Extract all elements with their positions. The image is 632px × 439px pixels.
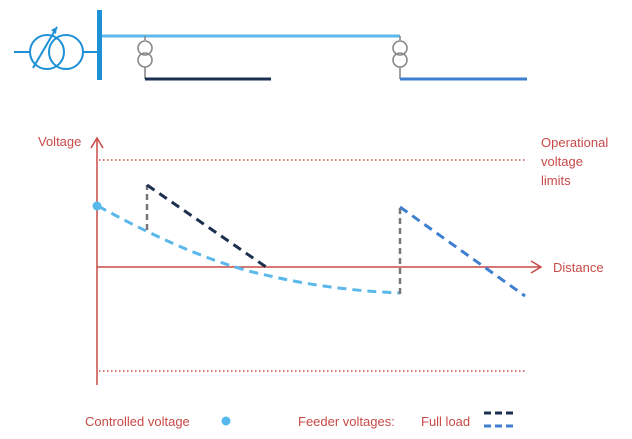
tap-changer-transformer-icon bbox=[14, 26, 99, 70]
legend: Controlled voltage Feeder voltages: Full… bbox=[85, 411, 517, 429]
feeder-1-voltage-profile bbox=[146, 183, 270, 271]
operational-limits-label-line-1: Operational bbox=[541, 135, 608, 150]
legend-controlled-voltage-label: Controlled voltage bbox=[85, 414, 190, 429]
distance-axis-label: Distance bbox=[553, 260, 604, 275]
distance-axis-arrow bbox=[530, 260, 543, 274]
busbar bbox=[97, 10, 102, 80]
main-line-voltage-profile bbox=[97, 204, 401, 295]
operational-limits-label-line-3: limits bbox=[541, 173, 571, 188]
legend-feeder-voltages-label: Feeder voltages: bbox=[298, 414, 395, 429]
distribution-transformer-icon bbox=[137, 36, 153, 79]
voltage-chart: Voltage Distance Operational voltage lim… bbox=[38, 134, 608, 385]
operational-limits-label-line-2: voltage bbox=[541, 154, 583, 169]
legend-full-load-label: Full load bbox=[421, 414, 470, 429]
voltage-axis-arrow bbox=[90, 136, 104, 149]
feeder-2-voltage-profile bbox=[399, 205, 526, 298]
controlled-voltage-point bbox=[92, 201, 102, 211]
legend-controlled-voltage-marker bbox=[221, 416, 231, 426]
feeder-schematic bbox=[14, 10, 527, 81]
voltage-axis-label: Voltage bbox=[38, 134, 81, 149]
distribution-transformer-icon bbox=[392, 36, 408, 79]
